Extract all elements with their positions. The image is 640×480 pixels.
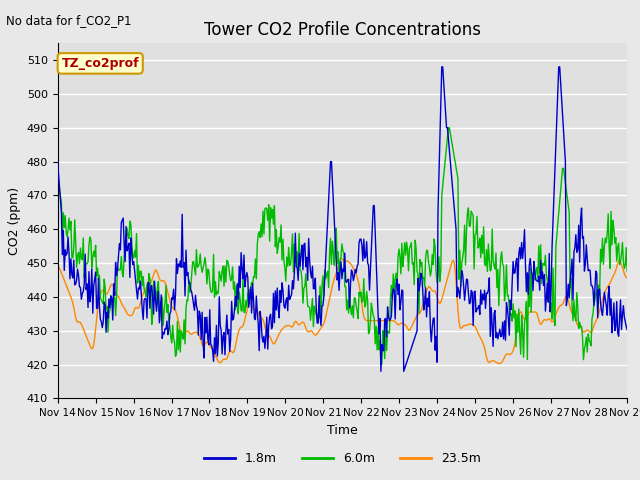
23.5m xyxy=(312,332,319,338)
23.5m xyxy=(154,273,162,279)
1.8m xyxy=(54,159,61,165)
X-axis label: Time: Time xyxy=(327,424,358,437)
Y-axis label: CO2 (ppm): CO2 (ppm) xyxy=(8,187,21,255)
6.0m xyxy=(623,269,631,275)
6.0m xyxy=(377,362,385,368)
1.8m xyxy=(154,288,162,294)
23.5m xyxy=(435,300,443,306)
6.0m xyxy=(312,308,319,313)
23.5m xyxy=(337,256,345,262)
6.0m xyxy=(390,289,398,295)
1.8m xyxy=(390,288,398,294)
23.5m xyxy=(623,276,631,281)
23.5m xyxy=(390,318,398,324)
Line: 1.8m: 1.8m xyxy=(58,67,627,372)
Line: 6.0m: 6.0m xyxy=(58,128,627,365)
Text: TZ_co2prof: TZ_co2prof xyxy=(61,57,139,70)
1.8m xyxy=(435,173,443,179)
Text: No data for f_CO2_P1: No data for f_CO2_P1 xyxy=(6,14,132,27)
1.8m xyxy=(438,64,445,70)
1.8m xyxy=(312,275,319,281)
Legend: 1.8m, 6.0m, 23.5m: 1.8m, 6.0m, 23.5m xyxy=(198,447,486,470)
23.5m xyxy=(54,263,61,269)
Title: Tower CO2 Profile Concentrations: Tower CO2 Profile Concentrations xyxy=(204,21,481,39)
1.8m xyxy=(484,287,492,293)
6.0m xyxy=(435,254,443,260)
6.0m xyxy=(154,278,162,284)
1.8m xyxy=(200,355,208,361)
1.8m xyxy=(377,369,385,374)
1.8m xyxy=(623,327,631,333)
23.5m xyxy=(484,358,492,363)
6.0m xyxy=(484,241,492,247)
6.0m xyxy=(445,125,452,131)
23.5m xyxy=(200,343,208,348)
6.0m xyxy=(54,176,61,181)
23.5m xyxy=(495,360,502,366)
Line: 23.5m: 23.5m xyxy=(58,259,627,363)
6.0m xyxy=(200,261,208,266)
